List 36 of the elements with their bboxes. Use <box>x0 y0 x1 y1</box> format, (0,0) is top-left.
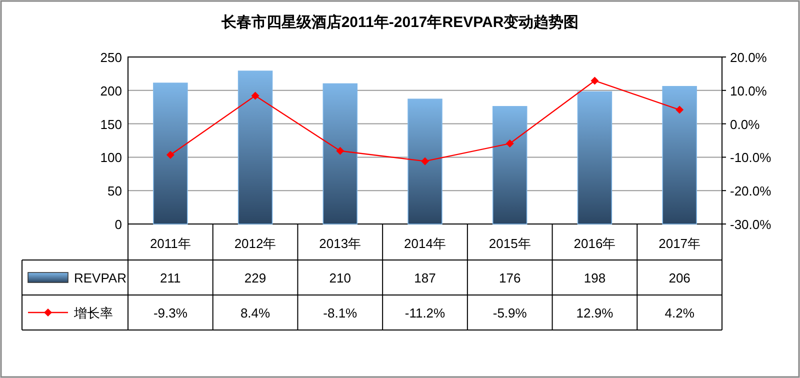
y-tick-label: 250 <box>100 50 122 65</box>
data-label: 176 <box>499 270 521 286</box>
x-tick-label: 2015年 <box>488 236 531 251</box>
data-label: 8.4% <box>240 306 271 320</box>
data-label: 198 <box>584 270 606 286</box>
title: 长春市四星级酒店2011年-2017年REVPAR变动趋势图 <box>221 14 579 31</box>
y2-tick-label: -30.0% <box>730 217 772 232</box>
data-label: -8.1% <box>323 306 358 320</box>
data-label: -11.2% <box>404 306 446 320</box>
y2-tick-label: -10.0% <box>730 150 772 166</box>
data-label: -9.3% <box>153 306 188 320</box>
y-tick-label: 150 <box>100 116 122 132</box>
legend-label: REVPAR <box>74 270 126 286</box>
data-label: 210 <box>329 270 351 286</box>
x-tick-label: 2013年 <box>319 236 362 251</box>
data-label: -5.9% <box>492 306 528 320</box>
data-label: 4.2% <box>664 306 695 320</box>
legend-label: 增长率 <box>73 306 113 320</box>
y2-tick-label: -20.0% <box>730 184 772 199</box>
x-tick-label: 2017年 <box>658 236 701 251</box>
x-tick-label: 2014年 <box>404 236 446 251</box>
data-label: 12.9% <box>576 306 614 320</box>
y-tick-label: 100 <box>100 150 122 166</box>
x-tick-label: 2012年 <box>234 236 276 251</box>
y-tick-label: 50 <box>108 184 122 199</box>
y2-tick-label: 20.0% <box>730 50 768 65</box>
x-tick-label: 2016年 <box>574 236 616 251</box>
data-label: 187 <box>414 270 436 286</box>
y-tick-label: 0 <box>114 217 122 232</box>
data-label: 229 <box>244 270 266 286</box>
y2-tick-label: 10.0% <box>730 83 768 98</box>
x-tick-label: 2011年 <box>150 236 191 251</box>
data-label: 211 <box>160 270 181 286</box>
data-label: 206 <box>668 270 690 286</box>
y-tick-label: 200 <box>100 83 122 98</box>
y2-tick-label: 0.0% <box>730 116 760 132</box>
